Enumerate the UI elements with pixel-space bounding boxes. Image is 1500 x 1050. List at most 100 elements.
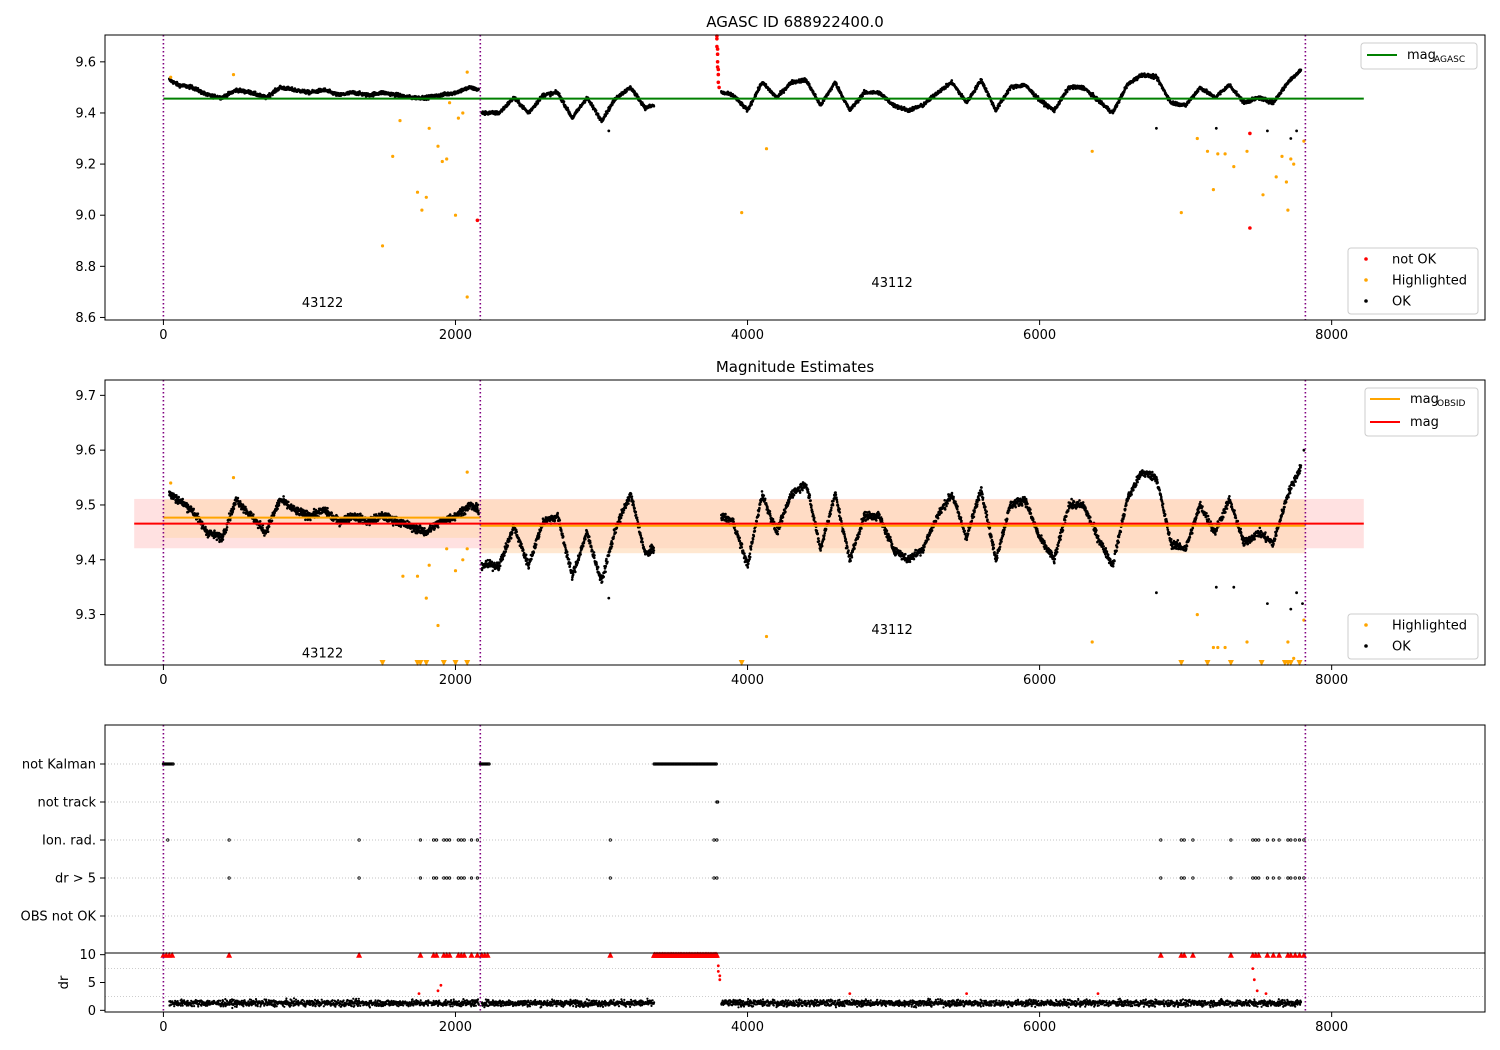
ok-point [290,86,294,89]
ok-point [225,528,228,532]
highlighted-point [1195,136,1199,141]
ok-point [178,86,182,89]
highlighted-point [1261,193,1265,197]
ok-point [181,497,184,501]
highlighted-point [1274,175,1278,179]
highlighted-point [398,119,402,123]
ok-point [236,496,240,500]
highlighted-point [1216,152,1220,156]
highlighted-point [1179,211,1183,215]
highlighted-point [465,295,469,299]
ok-point [213,529,216,532]
ok-point [292,505,296,508]
ok-point [562,100,566,103]
not-ok-point [715,37,719,41]
legend-marker [1364,257,1368,261]
not-ok-point [715,47,720,51]
ok-point [267,525,271,528]
ok-point [258,520,262,523]
ok-point [1115,104,1119,107]
ok-point [808,82,811,86]
highlighted-point [415,190,420,194]
not-ok-point [715,52,720,56]
y-tick-label: 9.4 [75,106,96,121]
highlighted-point [465,70,469,74]
ok-point [976,84,980,88]
ok-point [268,95,272,98]
ok-point [232,507,236,511]
ok-point [309,518,312,522]
ok-point [266,530,270,533]
ok-point [215,538,219,542]
ok-point [1155,126,1158,130]
highlighted-point [1280,154,1284,158]
not-ok-point [1248,131,1252,136]
ok-point [764,83,768,86]
ok-point [984,87,988,90]
ok-point [1091,91,1095,95]
ok-point [224,531,228,534]
legend-label: not OK [1392,253,1437,268]
ok-point [1295,129,1298,133]
ok-point [261,526,264,530]
ok-point [177,495,180,499]
ok-point [1299,68,1303,72]
ok-point [238,500,242,503]
ok-point [221,538,225,541]
ok-point [282,495,285,498]
ok-point [204,525,207,529]
highlighted-point [1090,149,1094,153]
highlighted-point [1245,149,1249,153]
highlighted-point [380,244,385,248]
ok-point [960,92,964,96]
y-tick-label: 9.0 [75,209,96,224]
ok-point [950,79,954,82]
ok-point [590,102,593,105]
ok-point [983,84,986,87]
ok-point [252,513,255,516]
legend-label: OK [1392,295,1411,310]
ok-point [1214,126,1218,130]
ok-point [326,506,329,510]
not-ok-point [716,72,721,77]
ok-point [221,535,225,538]
legend-points: not OK Highlighted OK [1347,247,1479,315]
ok-point [234,503,237,506]
ok-point [1006,91,1010,95]
ok-point [1266,129,1269,133]
ok-point [270,519,274,523]
x-tick-label: 2000 [439,328,472,343]
ok-point [330,511,334,515]
ok-point [528,111,532,115]
ok-point [1235,90,1238,93]
legend-marker [1364,299,1368,303]
legend-label: Highlighted [1392,274,1467,289]
legend-marker [1364,278,1368,282]
highlighted-point [427,126,431,130]
not-ok-point [475,218,480,223]
highlighted-point [1232,165,1236,169]
ok-point [287,500,290,504]
panel-title: AGASC ID 688922400.0 [706,13,884,31]
ok-point [272,513,276,517]
highlighted-point [1223,152,1227,156]
y-tick-label: 9.2 [75,158,96,173]
highlighted-point [440,159,444,164]
not-ok-point [716,67,721,72]
ok-point [192,507,195,511]
y-tick-label: 8.6 [75,311,96,326]
ok-point [998,104,1001,107]
ok-point [1219,92,1222,96]
ok-point [276,507,279,511]
x-tick-label: 8000 [1315,328,1348,343]
axes-frame [104,34,1486,321]
highlighted-point [436,144,440,148]
not-ok-point [717,85,721,90]
ok-point [596,112,600,116]
ok-point [607,129,611,133]
ok-point [1032,91,1035,94]
ok-point [861,94,864,98]
ok-point [244,505,247,509]
highlighted-point [461,111,465,115]
